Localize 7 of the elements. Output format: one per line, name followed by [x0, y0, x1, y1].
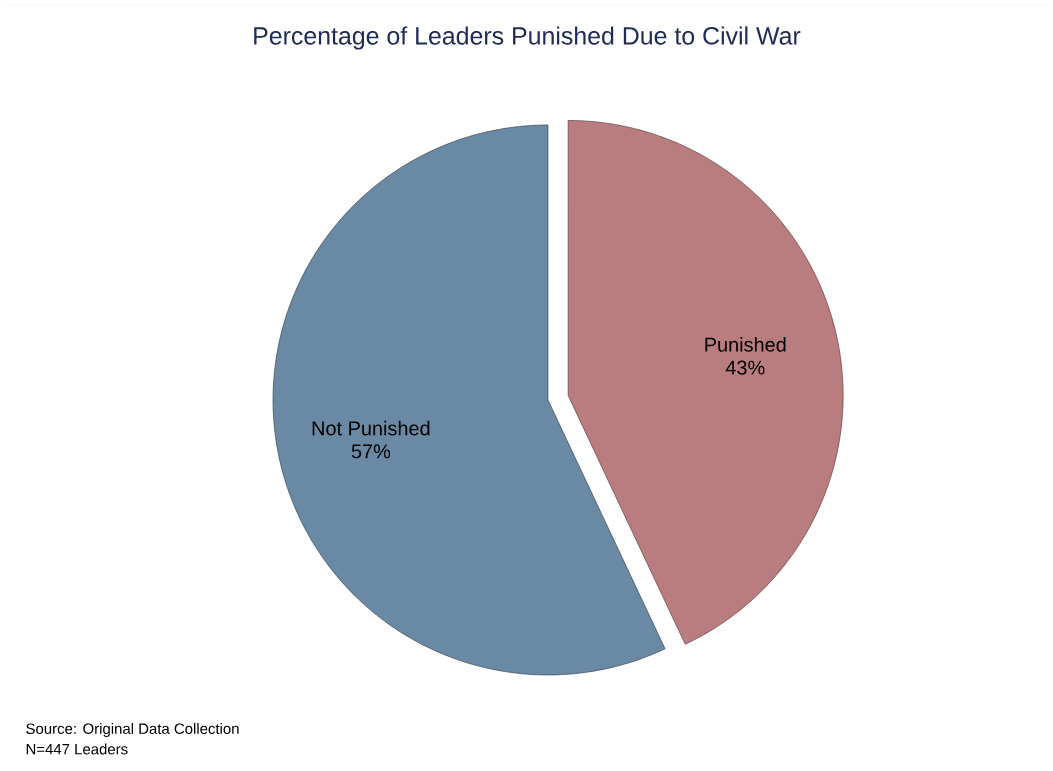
slice-label: Not Punished	[312, 420, 430, 436]
data-label: 57%	[351, 444, 391, 459]
data-label: 43%	[725, 360, 765, 375]
slice-label: Punished	[705, 337, 786, 352]
source-note: Source: Original Data Collection	[26, 723, 239, 737]
chart-title: Percentage of Leaders Punished Due to Civil War	[254, 26, 801, 50]
text: N=447 Leaders	[26, 743, 128, 755]
